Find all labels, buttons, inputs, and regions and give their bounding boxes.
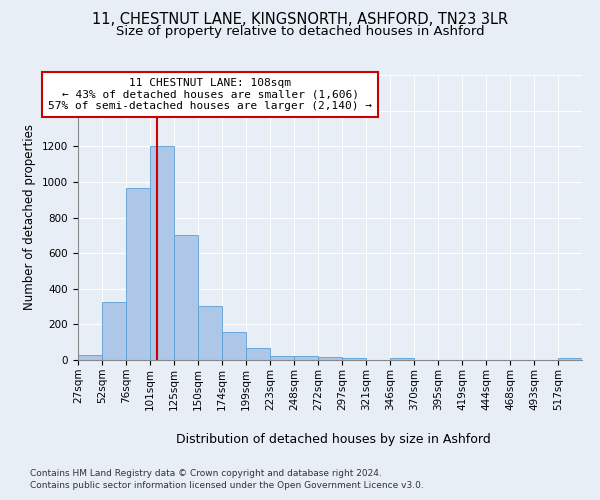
Bar <box>102 302 126 360</box>
Bar <box>390 358 414 360</box>
Bar <box>294 356 318 360</box>
Text: Size of property relative to detached houses in Ashford: Size of property relative to detached ho… <box>116 24 484 38</box>
Bar <box>558 358 582 360</box>
Bar <box>342 358 366 360</box>
Bar <box>318 358 342 360</box>
Text: 11, CHESTNUT LANE, KINGSNORTH, ASHFORD, TN23 3LR: 11, CHESTNUT LANE, KINGSNORTH, ASHFORD, … <box>92 12 508 28</box>
Text: Contains public sector information licensed under the Open Government Licence v3: Contains public sector information licen… <box>30 481 424 490</box>
Text: 11 CHESTNUT LANE: 108sqm
← 43% of detached houses are smaller (1,606)
57% of sem: 11 CHESTNUT LANE: 108sqm ← 43% of detach… <box>48 78 372 111</box>
Y-axis label: Number of detached properties: Number of detached properties <box>23 124 37 310</box>
Bar <box>126 188 150 360</box>
Bar <box>270 356 294 360</box>
Text: Contains HM Land Registry data © Crown copyright and database right 2024.: Contains HM Land Registry data © Crown c… <box>30 469 382 478</box>
Bar <box>174 236 198 360</box>
Bar <box>150 146 174 360</box>
Text: Distribution of detached houses by size in Ashford: Distribution of detached houses by size … <box>176 432 490 446</box>
Bar <box>78 354 102 360</box>
Bar <box>246 348 270 360</box>
Bar <box>198 306 222 360</box>
Bar <box>222 332 246 360</box>
